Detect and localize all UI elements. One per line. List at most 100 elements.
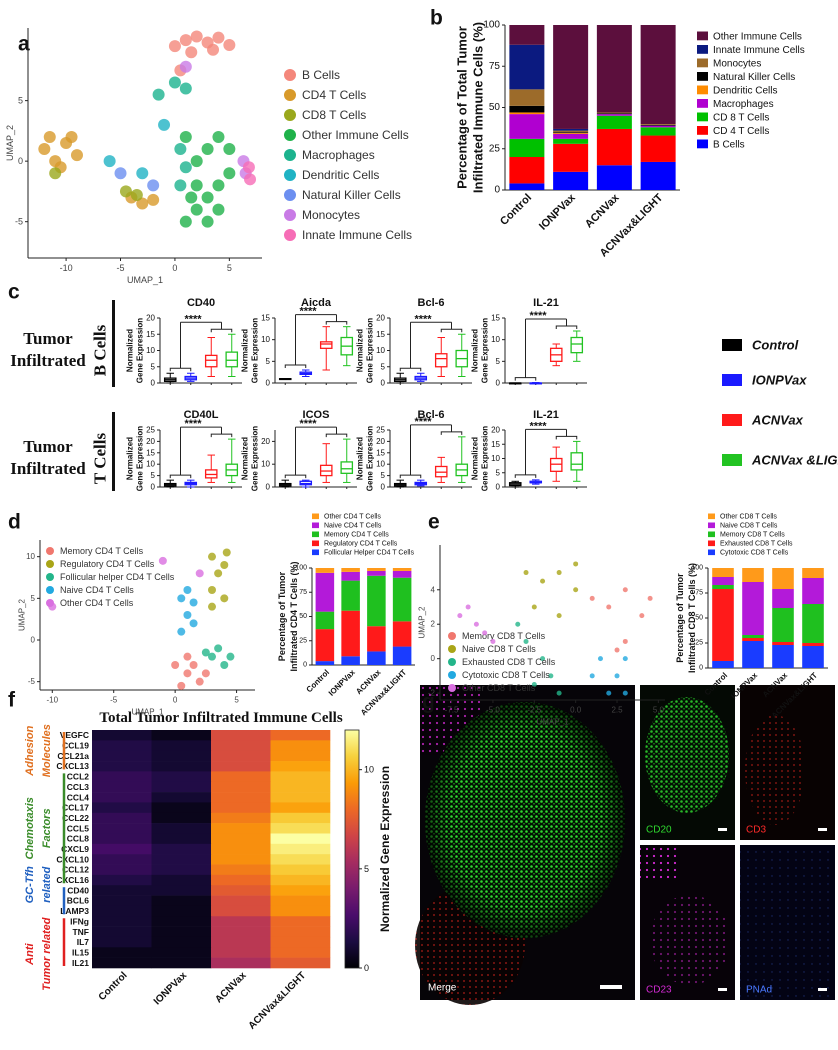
legend-label: Follicular helper CD4 T Cells (60, 572, 175, 582)
bar-segment (392, 570, 412, 578)
point (179, 34, 192, 47)
row-label: Infiltrated (10, 459, 86, 478)
legend-label: Innate Immune Cells (302, 228, 412, 242)
point (208, 602, 216, 611)
group-label: Anti (24, 942, 36, 965)
heat-cell (92, 947, 152, 958)
bar-segment (640, 25, 676, 124)
y-tick-label: 0 (266, 483, 271, 492)
y-axis-label: Normalized (356, 329, 365, 372)
point (195, 569, 204, 578)
point (179, 161, 192, 174)
x-tick-label: 0 (172, 263, 177, 273)
y-axis-label: Normalized (241, 437, 250, 480)
point (183, 652, 192, 661)
point (556, 570, 562, 576)
heat-cell (270, 823, 331, 834)
cd20-texture (645, 697, 729, 813)
bar-segment (341, 580, 360, 611)
heat-cell (270, 781, 331, 793)
legend-marker (46, 599, 54, 607)
bar-segment (553, 132, 589, 134)
bracket (555, 435, 578, 440)
y-tick-label: 25 (695, 640, 703, 647)
legend-marker (448, 658, 456, 666)
bracket (440, 328, 463, 333)
point (189, 619, 198, 628)
legend-swatch (697, 139, 708, 149)
point (220, 661, 229, 669)
y-axis-label: UMAP_2 (418, 606, 427, 639)
heat-cell (270, 874, 331, 886)
point (457, 613, 463, 619)
y-tick-label: 25 (489, 143, 501, 154)
channel-label: CD3 (746, 825, 766, 836)
y-tick-label: 5 (496, 357, 501, 366)
heat-cell (211, 854, 271, 865)
legend-label: Memory CD4 T Cells (60, 546, 144, 556)
legend-label: Other Immune Cells (302, 128, 409, 142)
heat-cell (151, 854, 212, 865)
bar-segment (772, 589, 794, 608)
bar-segment (509, 44, 545, 90)
bar-segment (509, 157, 545, 184)
legend-swatch (697, 72, 708, 81)
heat-cell (270, 740, 331, 751)
y-tick-label: 15 (491, 314, 500, 323)
legend-swatch (312, 540, 319, 547)
y-tick-label: -5 (28, 677, 36, 686)
heat-cell (92, 936, 152, 948)
heat-cell (151, 874, 212, 886)
point (548, 673, 554, 679)
heat-cell (92, 781, 152, 793)
point (195, 677, 204, 686)
point (177, 681, 186, 690)
y-tick-label: 10 (261, 335, 270, 344)
heat-cell (92, 916, 152, 927)
y-tick-label: 20 (261, 437, 270, 446)
legend-swatch (708, 549, 715, 556)
heat-cell (92, 750, 152, 762)
row-label: IL21 (72, 958, 89, 968)
bar-segment (553, 25, 589, 129)
heat-cell (270, 812, 331, 824)
heat-cell (270, 730, 331, 741)
box (549, 457, 563, 472)
legend-marker (46, 573, 54, 581)
bar-segment (392, 621, 412, 647)
row-label: LAMP3 (60, 906, 89, 916)
heat-cell (151, 905, 212, 917)
y-tick-label: 50 (489, 102, 501, 113)
heat-cell (92, 854, 152, 865)
point (147, 193, 160, 206)
heat-cell (151, 864, 212, 876)
row-label: CCL5 (67, 823, 89, 833)
bar-segment (315, 661, 335, 665)
y-tick-label: 25 (146, 426, 155, 435)
y-axis-label: Gene Expression (366, 318, 375, 383)
row-label: BCL6 (67, 896, 89, 906)
point (220, 594, 229, 603)
bar-segment (596, 25, 632, 113)
heat-cell (92, 843, 152, 855)
heat-cell (270, 771, 331, 783)
legend-swatch (697, 45, 708, 54)
y-axis-label: Percentage of Tumor (277, 571, 287, 661)
y-axis-label: Gene Expression (251, 426, 260, 491)
plot-title: IL-21 (533, 409, 559, 421)
y-tick-label: 20 (146, 314, 155, 323)
y-tick-label: 20 (491, 426, 500, 435)
x-tick-label: -5 (117, 263, 125, 273)
x-tick-label: IONPVax (152, 970, 190, 1008)
heat-cell (151, 833, 212, 845)
bracket (514, 474, 537, 478)
x-axis-label: UMAP_1 (131, 708, 164, 717)
y-tick-label: 0 (494, 185, 500, 196)
heat-cell (270, 947, 331, 958)
bar-segment (712, 568, 734, 577)
point (515, 621, 521, 627)
point (179, 60, 192, 73)
point (168, 76, 181, 89)
point (136, 167, 149, 180)
box (204, 354, 218, 368)
